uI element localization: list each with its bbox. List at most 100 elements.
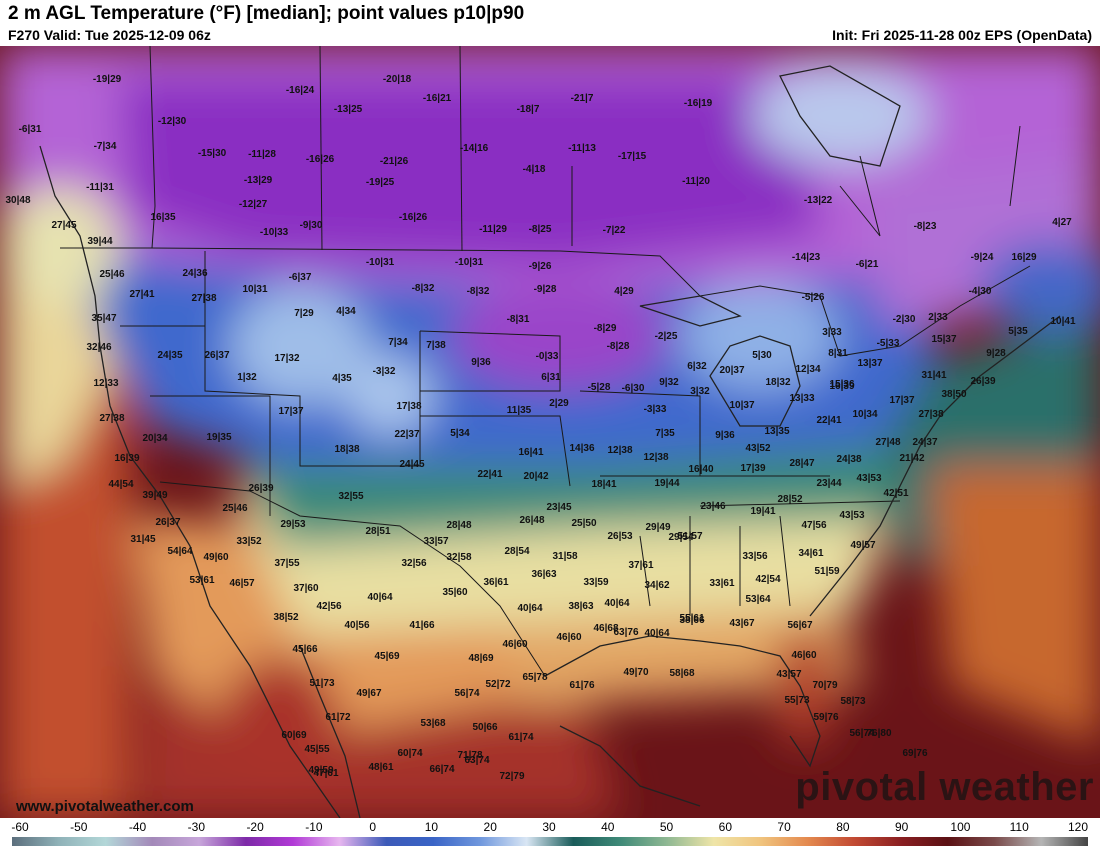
point-value-label: 45|55 <box>304 744 329 755</box>
point-value-label: 40|56 <box>344 620 369 631</box>
point-value-label: -8|31 <box>507 314 530 325</box>
point-value-label: -14|23 <box>792 252 821 263</box>
point-value-label: -21|26 <box>380 156 409 167</box>
point-value-label: 23|46 <box>700 501 725 512</box>
point-value-label: 32|55 <box>338 491 363 502</box>
point-value-label: -8|32 <box>467 286 490 297</box>
point-value-layer: -19|29 -20|18 -16|24 -16|21 -21|7 -16|19 -6|31… <box>5 74 1075 782</box>
colorbar-tick: -20 <box>246 820 264 834</box>
point-value-label: 3|32 <box>690 386 710 397</box>
point-value-label: 46|60 <box>791 650 816 661</box>
point-value-label: -13|22 <box>804 195 833 206</box>
state-borders-southeast <box>639 515 791 616</box>
point-value-label: 25|50 <box>571 518 596 529</box>
state-borders-plains <box>419 330 571 487</box>
point-value-label: -11|31 <box>86 182 114 193</box>
point-value-label: 46|68 <box>593 623 618 634</box>
us-canada-border <box>60 247 1031 357</box>
point-value-label: 38|66 <box>679 615 704 626</box>
point-value-label: -2|25 <box>655 331 678 342</box>
colorbar-tick: -30 <box>187 820 205 834</box>
point-value-label: 26|48 <box>519 515 544 526</box>
point-value-label: 29|54 <box>668 532 693 543</box>
point-value-label: 40|64 <box>367 592 392 603</box>
point-value-label: 4|35 <box>332 373 352 384</box>
point-value-label: 4|27 <box>1052 217 1072 228</box>
point-value-label: -16|26 <box>399 212 428 223</box>
point-value-label: 65|78 <box>522 672 547 683</box>
point-value-label: 2|33 <box>928 312 948 323</box>
point-value-label: 43|57 <box>776 669 801 680</box>
point-value-label: 27|48 <box>875 437 900 448</box>
point-value-label: 13|35 <box>764 426 789 437</box>
point-value-label: 11|35 <box>507 405 532 416</box>
point-value-label: 16|39 <box>114 453 139 464</box>
point-value-label: 37|60 <box>293 583 318 594</box>
point-value-label: 72|79 <box>499 771 524 782</box>
point-value-label: 27|41 <box>129 289 154 300</box>
colorbar-tick: 80 <box>836 820 850 834</box>
point-value-label: -13|25 <box>334 104 363 115</box>
point-value-label: 45|66 <box>292 644 317 655</box>
point-value-label: 16|39 <box>829 381 854 392</box>
point-value-label: 63|76 <box>613 627 638 638</box>
point-value-label: 19|44 <box>654 478 679 489</box>
init-time-label: Init: Fri 2025-11-28 00z EPS (OpenData) <box>832 27 1092 43</box>
point-value-label: 20|42 <box>523 471 548 482</box>
point-value-label: 18|38 <box>334 444 359 455</box>
coastlines <box>39 65 1061 818</box>
point-value-label: 26|53 <box>607 531 632 542</box>
point-value-label: 61|74 <box>508 732 533 743</box>
point-value-label: -9|28 <box>534 284 557 295</box>
point-value-label: -11|29 <box>479 224 507 235</box>
point-value-label: 56|74 <box>849 728 874 739</box>
point-value-label: 7|35 <box>655 428 675 439</box>
point-value-label: -14|16 <box>460 143 489 154</box>
colorbar-tick: 110 <box>1009 820 1029 834</box>
point-value-label: 12|38 <box>643 452 668 463</box>
point-value-label: 24|36 <box>182 268 207 279</box>
point-value-label: 17|32 <box>274 353 299 364</box>
point-value-label: 52|72 <box>485 679 510 690</box>
point-value-label: -2|30 <box>893 314 916 325</box>
point-value-label: 53|64 <box>745 594 770 605</box>
point-value-label: 13|33 <box>789 393 814 404</box>
point-value-label: 18|32 <box>765 377 790 388</box>
point-value-label: 46|60 <box>502 639 527 650</box>
point-value-label: 51|59 <box>814 566 839 577</box>
point-value-label: 10|34 <box>852 409 877 420</box>
point-value-label: 49|60 <box>203 552 228 563</box>
point-value-label: -16|19 <box>684 98 713 109</box>
point-value-label: 28|52 <box>777 494 802 505</box>
colorbar-tick: 30 <box>542 820 556 834</box>
point-value-label: -16|24 <box>286 85 315 96</box>
point-value-label: 48|69 <box>468 653 493 664</box>
point-value-label: 36|61 <box>483 577 508 588</box>
point-value-label: 7|34 <box>388 337 408 348</box>
point-value-label: -4|18 <box>523 164 546 175</box>
point-value-label: 27|38 <box>918 409 943 420</box>
map-title: 2 m AGL Temperature (°F) [median]; point… <box>8 3 525 24</box>
point-value-label: 36|63 <box>531 569 556 580</box>
point-value-label: 55|73 <box>784 695 809 706</box>
point-value-label: 42|56 <box>316 601 341 612</box>
map-header: 2 m AGL Temperature (°F) [median]; point… <box>0 0 1100 46</box>
hudson-bay <box>779 65 901 167</box>
point-value-label: 24|38 <box>836 454 861 465</box>
point-value-label: 8|31 <box>828 348 848 359</box>
website-link[interactable]: www.pivotalweather.com <box>16 798 194 815</box>
point-value-label: -9|26 <box>529 261 552 272</box>
point-value-label: 31|41 <box>921 370 946 381</box>
point-value-label: -8|25 <box>529 224 552 235</box>
point-value-label: 32|58 <box>446 552 471 563</box>
valid-time-label: F270 Valid: Tue 2025-12-09 06z <box>8 27 211 43</box>
colorbar-tick: 20 <box>483 820 497 834</box>
point-value-label: -5|28 <box>588 382 611 393</box>
point-value-label: 20|34 <box>142 433 167 444</box>
point-value-label: -17|15 <box>618 151 647 162</box>
point-value-label: -11|13 <box>568 143 596 154</box>
point-value-label: 29|49 <box>645 522 670 533</box>
point-value-label: -20|18 <box>383 74 412 85</box>
point-value-label: 1|32 <box>237 372 257 383</box>
state-borders-west <box>204 251 421 467</box>
